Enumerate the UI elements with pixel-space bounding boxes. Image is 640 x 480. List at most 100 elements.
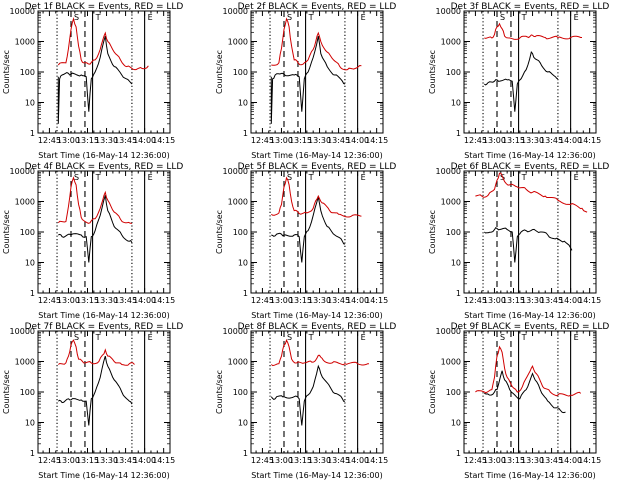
x-tick-label: 13:30 <box>308 456 331 465</box>
x-tick-label: 14:00 <box>133 296 156 305</box>
x-tick-label: 13:15 <box>76 296 99 305</box>
detector-panel-4: Det 4f BLACK = Events, RED = LLD Counts/s… <box>2 162 183 320</box>
detector-panel-7: Det 7f BLACK = Events, RED = LLD Counts/s… <box>2 322 183 480</box>
y-tick-label: 10 <box>238 259 248 268</box>
y-tick-label: 1000 <box>228 198 248 207</box>
x-tick-label: 13:45 <box>540 136 563 145</box>
x-tick-label: 14:00 <box>346 296 369 305</box>
y-tick-label: 100 <box>233 68 248 77</box>
x-axis-label: Start Time (16-May-14 12:36:00) <box>38 471 169 480</box>
detector-panel-5: Det 5f BLACK = Events, RED = LLD Counts/s… <box>215 162 396 320</box>
x-tick-label: 12:45 <box>464 136 487 145</box>
detector-panel-3: Det 3f BLACK = Events, RED = LLD Counts/s… <box>428 2 609 160</box>
panel-title: Det 9f BLACK = Events, RED = LLD <box>451 322 610 332</box>
y-tick-label: 10 <box>25 259 35 268</box>
events-series-line <box>270 364 345 426</box>
marker-label: S <box>287 333 292 342</box>
x-tick-label: 14:00 <box>346 456 369 465</box>
marker-label: T <box>95 13 101 22</box>
y-tick-label: 1000 <box>441 38 461 47</box>
marker-label: S <box>287 13 292 22</box>
x-tick-label: 13:30 <box>95 296 118 305</box>
events-series-line <box>58 355 133 426</box>
x-axis-label: Start Time (16-May-14 12:36:00) <box>38 151 169 160</box>
marker-label: T <box>521 13 527 22</box>
y-axis-label: Counts/sec <box>428 370 437 414</box>
y-axis-label: Counts/sec <box>2 370 11 414</box>
panel-title: Det 4f BLACK = Events, RED = LLD <box>25 162 184 172</box>
panel-title: Det 6f BLACK = Events, RED = LLD <box>451 162 610 172</box>
plot-frame <box>250 330 384 454</box>
detector-panel-1: Det 1f BLACK = Events, RED = LLD Counts/s… <box>2 2 183 160</box>
x-tick-label: 13:45 <box>114 136 137 145</box>
x-tick-label: 14:00 <box>559 456 582 465</box>
x-tick-label: 14:15 <box>152 296 175 305</box>
marker-label: E <box>361 333 366 342</box>
y-tick-label: 1 <box>456 289 461 298</box>
y-tick-label: 10 <box>238 419 248 428</box>
lld-series-line <box>475 172 588 213</box>
x-tick-label: 13:00 <box>270 296 293 305</box>
x-tick-label: 13:00 <box>270 456 293 465</box>
y-tick-label: 10 <box>238 99 248 108</box>
x-axis-label: Start Time (16-May-14 12:36:00) <box>464 311 595 320</box>
y-tick-label: 10 <box>451 419 461 428</box>
x-axis-label: Start Time (16-May-14 12:36:00) <box>251 311 382 320</box>
marker-label: S <box>500 13 505 22</box>
y-tick-label: 1 <box>243 449 248 458</box>
y-tick-label: 1000 <box>15 358 35 367</box>
x-tick-label: 13:15 <box>289 296 312 305</box>
y-axis-label: Counts/sec <box>215 50 224 94</box>
x-tick-label: 13:15 <box>76 456 99 465</box>
events-series-line <box>57 35 133 124</box>
marker-label: E <box>361 13 366 22</box>
lld-series-line <box>58 339 135 366</box>
x-axis-label: Start Time (16-May-14 12:36:00) <box>38 311 169 320</box>
x-tick-label: 12:45 <box>251 136 274 145</box>
x-axis-label: Start Time (16-May-14 12:36:00) <box>464 471 595 480</box>
plot-frame <box>463 10 597 134</box>
marker-label: S <box>500 333 505 342</box>
lld-series-line <box>271 338 370 367</box>
x-tick-label: 12:45 <box>38 456 61 465</box>
x-tick-label: 13:45 <box>114 296 137 305</box>
marker-label: S <box>287 173 292 182</box>
marker-label: E <box>574 333 579 342</box>
x-tick-label: 13:00 <box>270 136 293 145</box>
x-tick-label: 13:15 <box>289 136 312 145</box>
detector-panel-2: Det 2f BLACK = Events, RED = LLD Counts/s… <box>215 2 396 160</box>
events-series-line <box>484 370 566 414</box>
marker-label: T <box>521 173 527 182</box>
x-tick-label: 13:30 <box>308 136 331 145</box>
x-tick-label: 13:45 <box>540 456 563 465</box>
y-tick-label: 10000 <box>10 167 35 176</box>
marker-label: T <box>308 333 314 342</box>
detector-panel-9: Det 9f BLACK = Events, RED = LLD Counts/s… <box>428 322 609 480</box>
x-tick-label: 13:45 <box>540 296 563 305</box>
lld-series-line <box>271 176 362 218</box>
y-tick-label: 10000 <box>10 327 35 336</box>
y-tick-label: 10000 <box>223 7 248 16</box>
y-axis-label: Counts/sec <box>2 50 11 94</box>
x-tick-label: 13:00 <box>483 456 506 465</box>
x-tick-label: 13:30 <box>521 296 544 305</box>
x-tick-label: 14:15 <box>365 456 388 465</box>
y-tick-label: 1000 <box>228 358 248 367</box>
x-tick-label: 14:00 <box>133 136 156 145</box>
y-tick-label: 10000 <box>436 167 461 176</box>
detector-panel-8: Det 8f BLACK = Events, RED = LLD Counts/s… <box>215 322 396 480</box>
y-tick-label: 10000 <box>10 7 35 16</box>
panel-title: Det 3f BLACK = Events, RED = LLD <box>451 2 610 12</box>
events-series-line <box>270 36 346 124</box>
y-tick-label: 100 <box>20 68 35 77</box>
plot-frame <box>250 170 384 294</box>
marker-label: T <box>95 173 101 182</box>
y-tick-label: 10000 <box>436 7 461 16</box>
y-tick-label: 1 <box>456 449 461 458</box>
y-tick-label: 10 <box>451 99 461 108</box>
x-tick-label: 14:15 <box>365 296 388 305</box>
x-tick-label: 13:00 <box>483 136 506 145</box>
x-axis-label: Start Time (16-May-14 12:36:00) <box>251 151 382 160</box>
x-tick-label: 13:15 <box>289 456 312 465</box>
